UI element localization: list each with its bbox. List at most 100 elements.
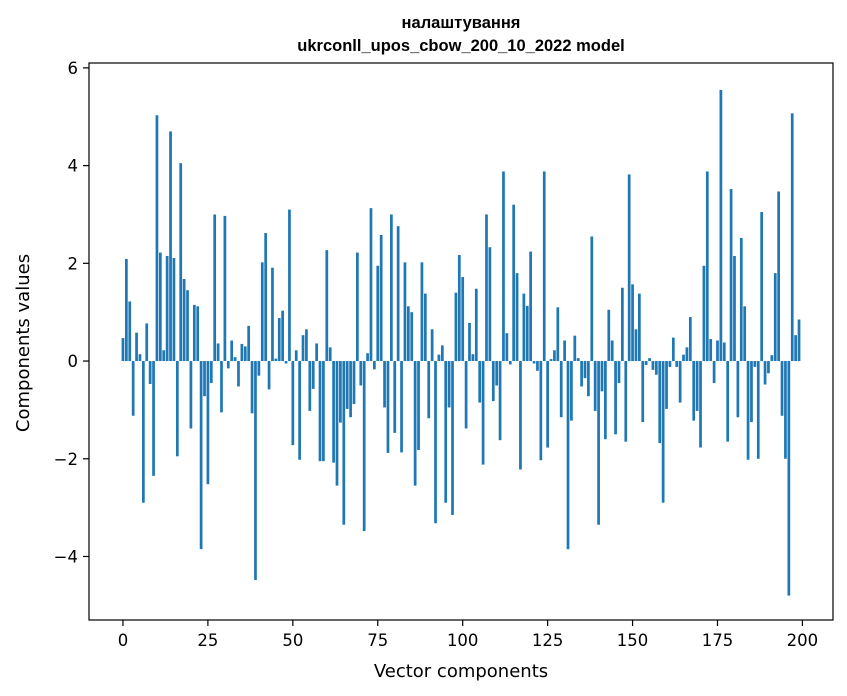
bar-85 — [410, 312, 414, 362]
bar-83 — [403, 262, 407, 362]
bar-105 — [478, 361, 482, 403]
bar-198 — [794, 335, 797, 362]
bar-92 — [434, 361, 437, 524]
bar-102 — [468, 322, 471, 362]
bar-77 — [383, 361, 386, 408]
bar-0 — [121, 338, 125, 362]
bar-48 — [284, 361, 288, 364]
bar-199 — [797, 319, 801, 362]
bar-59 — [322, 361, 325, 462]
bar-129 — [559, 361, 563, 418]
bar-185 — [750, 361, 753, 423]
bar-180 — [733, 256, 736, 362]
bar-54 — [305, 329, 308, 362]
y-tick-label: −4 — [54, 547, 78, 566]
x-tick-label: 75 — [367, 631, 388, 650]
bar-161 — [668, 361, 672, 367]
bar-6 — [142, 361, 145, 503]
bar-190 — [767, 361, 770, 374]
bar-82 — [400, 361, 403, 453]
bar-140 — [597, 361, 600, 525]
bar-173 — [709, 339, 713, 362]
bar-130 — [563, 340, 566, 362]
bar-101 — [464, 361, 468, 429]
bar-87 — [417, 361, 420, 450]
bar-72 — [366, 353, 369, 362]
bar-35 — [240, 343, 244, 362]
bar-96 — [447, 361, 451, 408]
bar-182 — [739, 237, 743, 362]
bar-165 — [682, 354, 685, 362]
bar-25 — [206, 361, 210, 485]
bar-67 — [349, 361, 352, 418]
bar-149 — [627, 174, 631, 362]
bar-22 — [196, 306, 200, 362]
bar-37 — [247, 325, 251, 362]
bar-20 — [189, 361, 193, 429]
y-tick-label: 4 — [68, 157, 79, 176]
bar-61 — [328, 347, 332, 362]
bar-172 — [705, 171, 709, 362]
bar-76 — [379, 234, 383, 362]
bar-147 — [621, 287, 624, 362]
bar-126 — [549, 359, 553, 362]
bar-57 — [315, 343, 318, 362]
bar-146 — [617, 361, 621, 384]
bar-16 — [175, 361, 179, 457]
bar-78 — [386, 361, 390, 453]
bar-144 — [610, 340, 614, 362]
bar-80 — [393, 361, 397, 433]
bar-169 — [695, 361, 699, 411]
bar-153 — [641, 361, 645, 423]
bar-38 — [250, 361, 254, 414]
bar-47 — [281, 310, 284, 362]
bar-143 — [607, 309, 611, 362]
bar-108 — [488, 247, 492, 362]
bar-166 — [685, 347, 689, 362]
bar-95 — [444, 361, 448, 503]
bar-84 — [406, 306, 410, 362]
bar-175 — [716, 340, 719, 362]
bar-34 — [237, 361, 240, 387]
bars-group — [121, 89, 801, 596]
bar-56 — [311, 361, 315, 389]
bar-109 — [491, 361, 495, 402]
bar-9 — [152, 361, 155, 476]
bar-136 — [583, 361, 587, 379]
bar-88 — [420, 262, 424, 362]
bar-44 — [271, 267, 274, 362]
bar-81 — [396, 226, 400, 362]
bar-14 — [169, 131, 172, 362]
bar-65 — [342, 361, 346, 525]
bar-134 — [576, 358, 580, 362]
bar-42 — [264, 233, 268, 362]
x-tick-label: 175 — [702, 631, 734, 650]
bar-71 — [362, 361, 366, 532]
bar-167 — [688, 317, 692, 362]
bar-26 — [209, 361, 213, 384]
bar-127 — [553, 350, 556, 362]
bar-89 — [423, 293, 427, 362]
bar-55 — [308, 361, 312, 411]
bar-45 — [274, 358, 278, 362]
bar-177 — [722, 342, 726, 362]
bar-66 — [345, 361, 349, 409]
bar-119 — [525, 305, 529, 362]
bar-100 — [461, 277, 465, 362]
bar-114 — [508, 361, 512, 365]
bar-73 — [369, 208, 373, 362]
bar-103 — [471, 354, 475, 362]
bar-181 — [736, 361, 740, 418]
bar-162 — [671, 337, 675, 362]
bar-158 — [658, 361, 662, 444]
bar-19 — [186, 290, 189, 362]
bar-104 — [474, 288, 478, 362]
bar-111 — [498, 361, 502, 441]
bar-91 — [430, 329, 434, 362]
bar-75 — [376, 265, 380, 362]
bar-7 — [145, 323, 149, 362]
bar-52 — [298, 361, 301, 460]
bar-137 — [587, 361, 590, 397]
bar-107 — [485, 214, 488, 362]
y-tick-label: −2 — [54, 450, 78, 469]
